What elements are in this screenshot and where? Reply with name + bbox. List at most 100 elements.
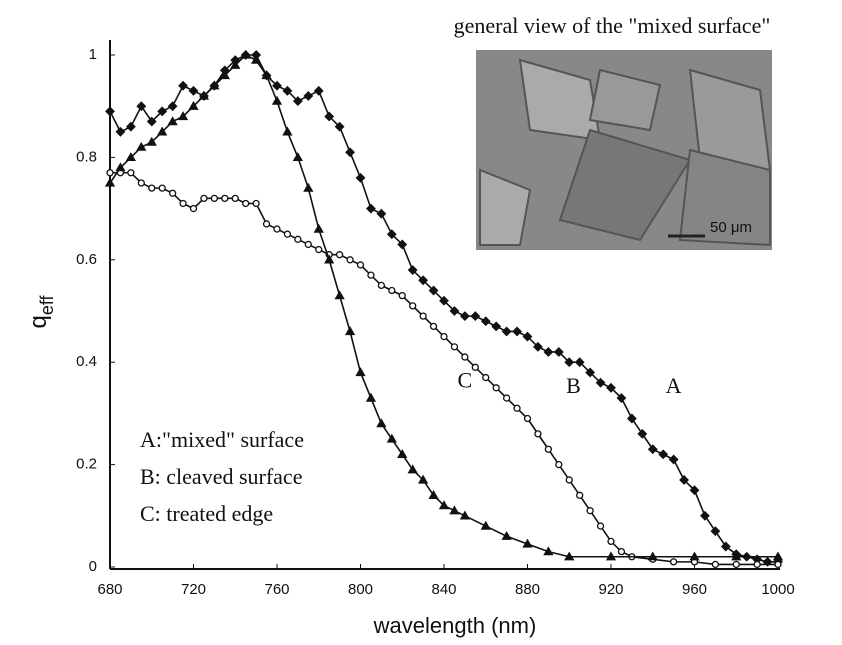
marker xyxy=(772,551,784,561)
marker xyxy=(315,245,323,254)
marker xyxy=(292,96,303,106)
marker xyxy=(428,285,439,296)
marker xyxy=(366,203,376,214)
marker xyxy=(346,256,354,264)
marker xyxy=(471,363,479,371)
marker xyxy=(104,177,116,187)
marker xyxy=(439,295,449,306)
marker xyxy=(115,126,126,137)
marker xyxy=(491,321,502,332)
marker xyxy=(409,302,417,310)
marker xyxy=(167,101,178,112)
marker xyxy=(376,208,387,219)
marker xyxy=(428,490,439,499)
marker xyxy=(543,347,554,357)
marker xyxy=(647,444,658,455)
x-tick-label: 920 xyxy=(598,581,623,598)
marker xyxy=(555,460,563,469)
marker xyxy=(607,537,615,546)
marker xyxy=(365,392,377,402)
marker xyxy=(231,194,239,203)
marker xyxy=(731,551,742,561)
marker xyxy=(565,476,573,484)
marker xyxy=(418,275,429,286)
marker xyxy=(355,172,366,183)
marker xyxy=(334,121,345,132)
marker xyxy=(303,182,314,192)
marker xyxy=(501,326,512,337)
marker xyxy=(137,179,145,187)
marker xyxy=(292,152,303,162)
inset-texture xyxy=(479,58,772,247)
marker xyxy=(720,541,731,552)
marker xyxy=(344,326,356,336)
marker xyxy=(158,184,166,192)
marker xyxy=(398,291,406,300)
marker xyxy=(564,551,575,561)
marker xyxy=(450,343,459,351)
marker xyxy=(429,322,438,331)
marker xyxy=(283,230,292,238)
marker xyxy=(188,85,199,96)
marker xyxy=(273,225,281,233)
marker xyxy=(294,235,302,243)
marker xyxy=(157,106,168,117)
series-label: B xyxy=(566,373,581,398)
marker xyxy=(136,101,147,112)
marker xyxy=(576,491,584,499)
marker xyxy=(334,290,345,300)
marker xyxy=(167,116,178,126)
marker xyxy=(189,204,198,213)
y-tick-label: 0.8 xyxy=(76,148,97,165)
marker xyxy=(240,49,251,59)
x-tick-label: 1000 xyxy=(761,581,794,598)
marker xyxy=(459,510,470,520)
marker xyxy=(178,80,188,91)
marker xyxy=(345,147,355,158)
y-label-sub: eff xyxy=(37,294,57,315)
scale-label: 50 μm xyxy=(710,219,752,236)
marker xyxy=(543,546,554,556)
marker xyxy=(261,70,272,80)
marker xyxy=(271,95,283,105)
marker xyxy=(595,377,606,388)
legend-entry: C: treated edge xyxy=(140,501,273,526)
marker xyxy=(198,90,210,100)
marker xyxy=(689,485,700,496)
marker xyxy=(356,261,365,269)
y-label-main: q xyxy=(25,315,52,328)
x-tick-label: 680 xyxy=(97,581,122,598)
marker xyxy=(252,199,260,208)
marker xyxy=(397,449,408,459)
marker xyxy=(168,189,177,197)
marker xyxy=(251,54,262,64)
series-label: C xyxy=(458,368,473,393)
marker xyxy=(616,393,627,403)
marker xyxy=(324,111,335,122)
marker xyxy=(732,560,740,569)
marker xyxy=(669,558,678,566)
series-label: A xyxy=(666,373,682,398)
marker xyxy=(157,126,168,136)
marker xyxy=(105,106,115,117)
marker xyxy=(586,507,594,515)
marker xyxy=(282,85,293,96)
marker xyxy=(146,116,157,127)
marker xyxy=(461,353,469,361)
x-tick-label: 880 xyxy=(515,581,540,598)
marker xyxy=(502,394,511,402)
marker xyxy=(377,281,386,290)
marker xyxy=(367,271,375,279)
marker xyxy=(106,169,114,177)
marker xyxy=(242,199,250,208)
marker xyxy=(605,551,617,561)
y-tick-label: 0.2 xyxy=(76,456,97,473)
marker xyxy=(564,357,575,368)
marker xyxy=(668,454,679,465)
marker xyxy=(596,522,605,530)
marker xyxy=(606,382,616,393)
marker xyxy=(689,551,700,561)
x-axis-label: wavelength (nm) xyxy=(373,613,537,638)
marker xyxy=(376,418,387,428)
